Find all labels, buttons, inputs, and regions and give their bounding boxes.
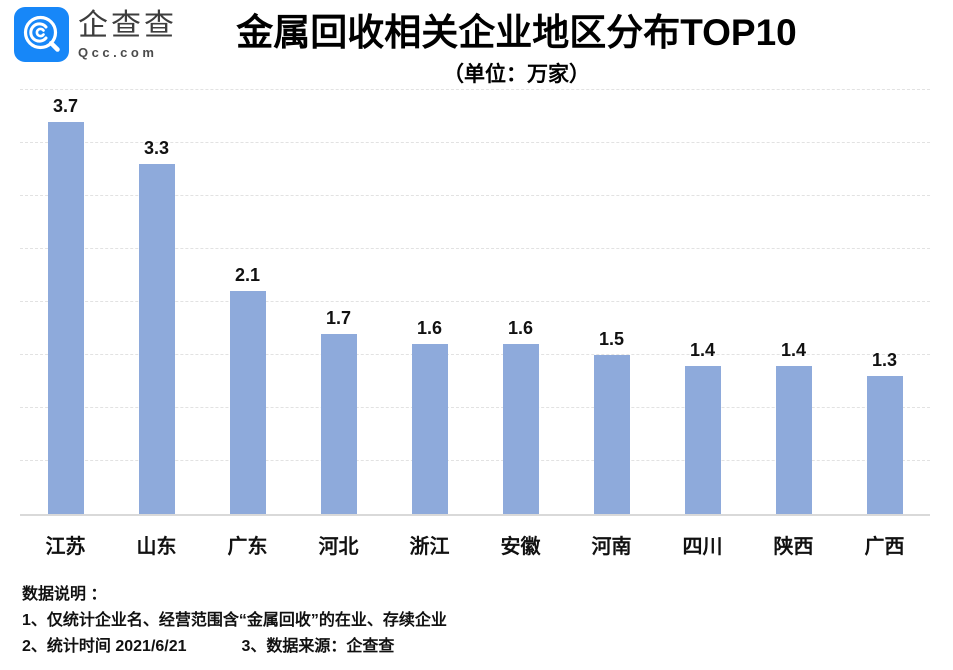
x-axis-label: 广西: [864, 536, 905, 558]
gridline: [20, 142, 930, 143]
bar-陕西: [775, 365, 812, 514]
gridline: [20, 248, 930, 249]
bar-slot: 1.5: [566, 90, 657, 514]
x-axis-label: 江苏: [45, 536, 86, 558]
bar-slot: 3.7: [20, 90, 111, 514]
note-scope: 1、仅统计企业名、经营范围含“金属回收”的在业、存续企业: [22, 612, 447, 629]
x-axis-label: 山东: [136, 536, 177, 558]
x-axis-label: 浙江: [409, 536, 450, 558]
bar-slot: 3.3: [111, 90, 202, 514]
bars-container: 3.7 3.3 2.1 1.7 1.6 1.6 1.5 1.4 1.4 1.3: [20, 90, 930, 514]
note-data-source: 3、数据来源：企查查: [241, 638, 395, 655]
chart-header: 金属回收相关企业地区分布TOP10 （单位：万家）: [80, 12, 953, 88]
bar-value-label: 1.6: [416, 318, 443, 339]
qcc-logo-icon: [14, 7, 69, 62]
bar-value-label: 3.7: [52, 95, 79, 116]
logo-domain-text: Qcc.com: [78, 45, 158, 60]
gridline: [20, 195, 930, 196]
page-title: 金属回收相关企业地区分布TOP10: [236, 12, 797, 53]
gridline: [20, 301, 930, 302]
bar-chart: 3.7 3.3 2.1 1.7 1.6 1.6 1.5 1.4 1.4 1.3: [20, 89, 930, 516]
data-notes: 数据说明 ： 1、仅统计企业名、经营范围含“金属回收”的在业、存续企业 2、统计…: [22, 582, 447, 660]
bar-slot: 1.7: [293, 90, 384, 514]
bar-江苏: [47, 121, 84, 514]
x-axis-label: 广东: [227, 536, 268, 558]
bar-slot: 1.6: [384, 90, 475, 514]
gridline: [20, 407, 930, 408]
note-stat-date: 2、统计时间 2021/6/21: [22, 638, 187, 655]
gridline: [20, 460, 930, 461]
bar-广东: [229, 291, 266, 514]
x-axis-labels: 江苏 山东 广东 河北 浙江 安徽 河南 四川 陕西 广西: [20, 530, 930, 559]
bar-value-label: 2.1: [234, 265, 261, 286]
bar-value-label: 1.4: [780, 339, 807, 360]
x-axis-label: 河北: [318, 536, 359, 558]
qcc-logo: 企查查 Qcc.com: [14, 7, 177, 62]
bar-slot: 1.3: [839, 90, 930, 514]
x-axis-label: 河南: [591, 536, 632, 558]
bar-value-label: 1.3: [871, 350, 898, 371]
bar-value-label: 1.7: [325, 307, 352, 328]
bar-value-label: 1.4: [689, 339, 716, 360]
bar-广西: [866, 376, 903, 514]
bar-value-label: 1.5: [598, 329, 625, 349]
bar-value-label: 1.6: [507, 318, 534, 339]
bar-安徽: [502, 344, 539, 514]
bar-value-label: 3.3: [143, 138, 170, 159]
bar-slot: 1.4: [748, 90, 839, 514]
x-axis-label: 陕西: [773, 536, 814, 558]
logo-brand-name: 企查查: [78, 9, 177, 42]
bar-河北: [320, 333, 357, 514]
bar-河南: [593, 355, 630, 514]
x-axis-label: 四川: [682, 536, 723, 558]
bar-浙江: [411, 344, 448, 514]
page-subtitle: （单位：万家）: [443, 62, 590, 86]
x-axis-label: 安徽: [500, 536, 541, 558]
gridline: [20, 89, 930, 90]
bar-四川: [684, 365, 721, 514]
bar-山东: [138, 164, 175, 514]
notes-heading: 数据说明 ：: [22, 586, 107, 603]
bar-slot: 1.4: [657, 90, 748, 514]
bar-slot: 2.1: [202, 90, 293, 514]
bar-slot: 1.6: [475, 90, 566, 514]
gridline: [20, 354, 930, 355]
